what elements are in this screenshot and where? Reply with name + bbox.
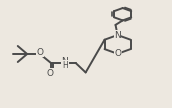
Text: H: H bbox=[62, 61, 68, 70]
Text: N: N bbox=[61, 57, 68, 66]
Text: O: O bbox=[36, 48, 44, 57]
Text: O: O bbox=[47, 69, 54, 78]
Text: N: N bbox=[114, 31, 121, 40]
Text: O: O bbox=[114, 49, 121, 58]
